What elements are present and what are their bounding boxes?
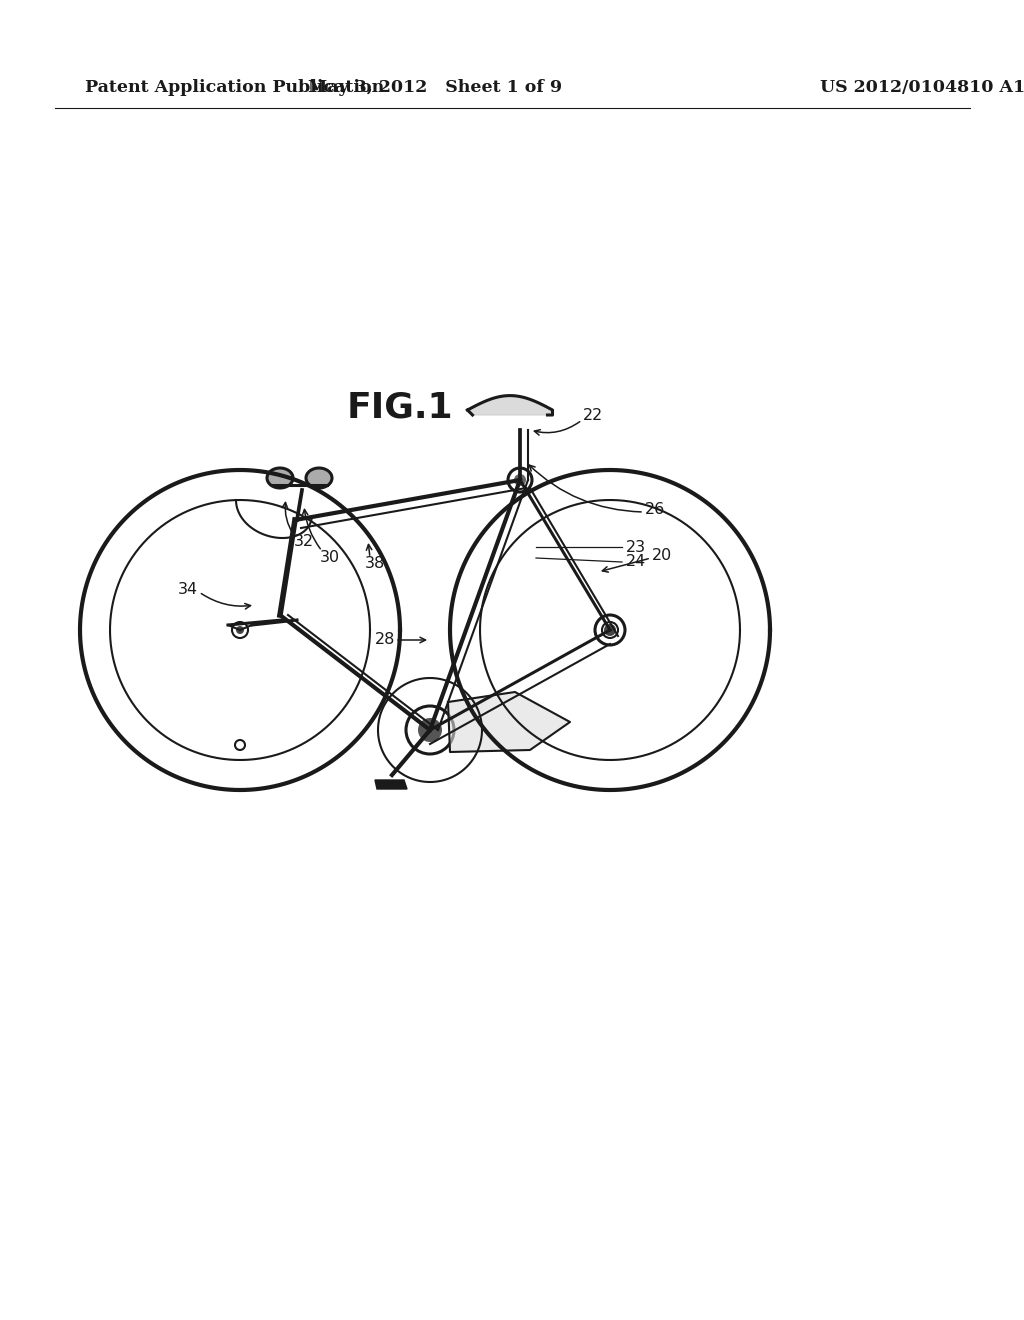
Circle shape [236, 626, 244, 634]
Text: 26: 26 [645, 503, 666, 517]
Text: FIG.1: FIG.1 [347, 389, 454, 424]
Text: US 2012/0104810 A1: US 2012/0104810 A1 [820, 79, 1024, 96]
Text: 23: 23 [626, 540, 646, 554]
Text: 24: 24 [626, 554, 646, 569]
Text: 32: 32 [294, 535, 314, 549]
Circle shape [418, 718, 442, 742]
Circle shape [604, 624, 616, 636]
Text: Patent Application Publication: Patent Application Publication [85, 79, 384, 96]
Ellipse shape [306, 469, 332, 488]
Text: 20: 20 [652, 549, 672, 564]
Text: 30: 30 [319, 549, 340, 565]
Text: May 3, 2012   Sheet 1 of 9: May 3, 2012 Sheet 1 of 9 [308, 79, 562, 96]
Text: 28: 28 [375, 632, 395, 648]
Text: 22: 22 [583, 408, 603, 422]
Circle shape [606, 626, 614, 634]
Polygon shape [375, 780, 407, 789]
Polygon shape [468, 396, 553, 414]
Text: 34: 34 [178, 582, 198, 598]
Circle shape [514, 474, 526, 486]
Text: 38: 38 [365, 556, 385, 570]
Ellipse shape [267, 469, 293, 488]
Polygon shape [449, 692, 570, 752]
